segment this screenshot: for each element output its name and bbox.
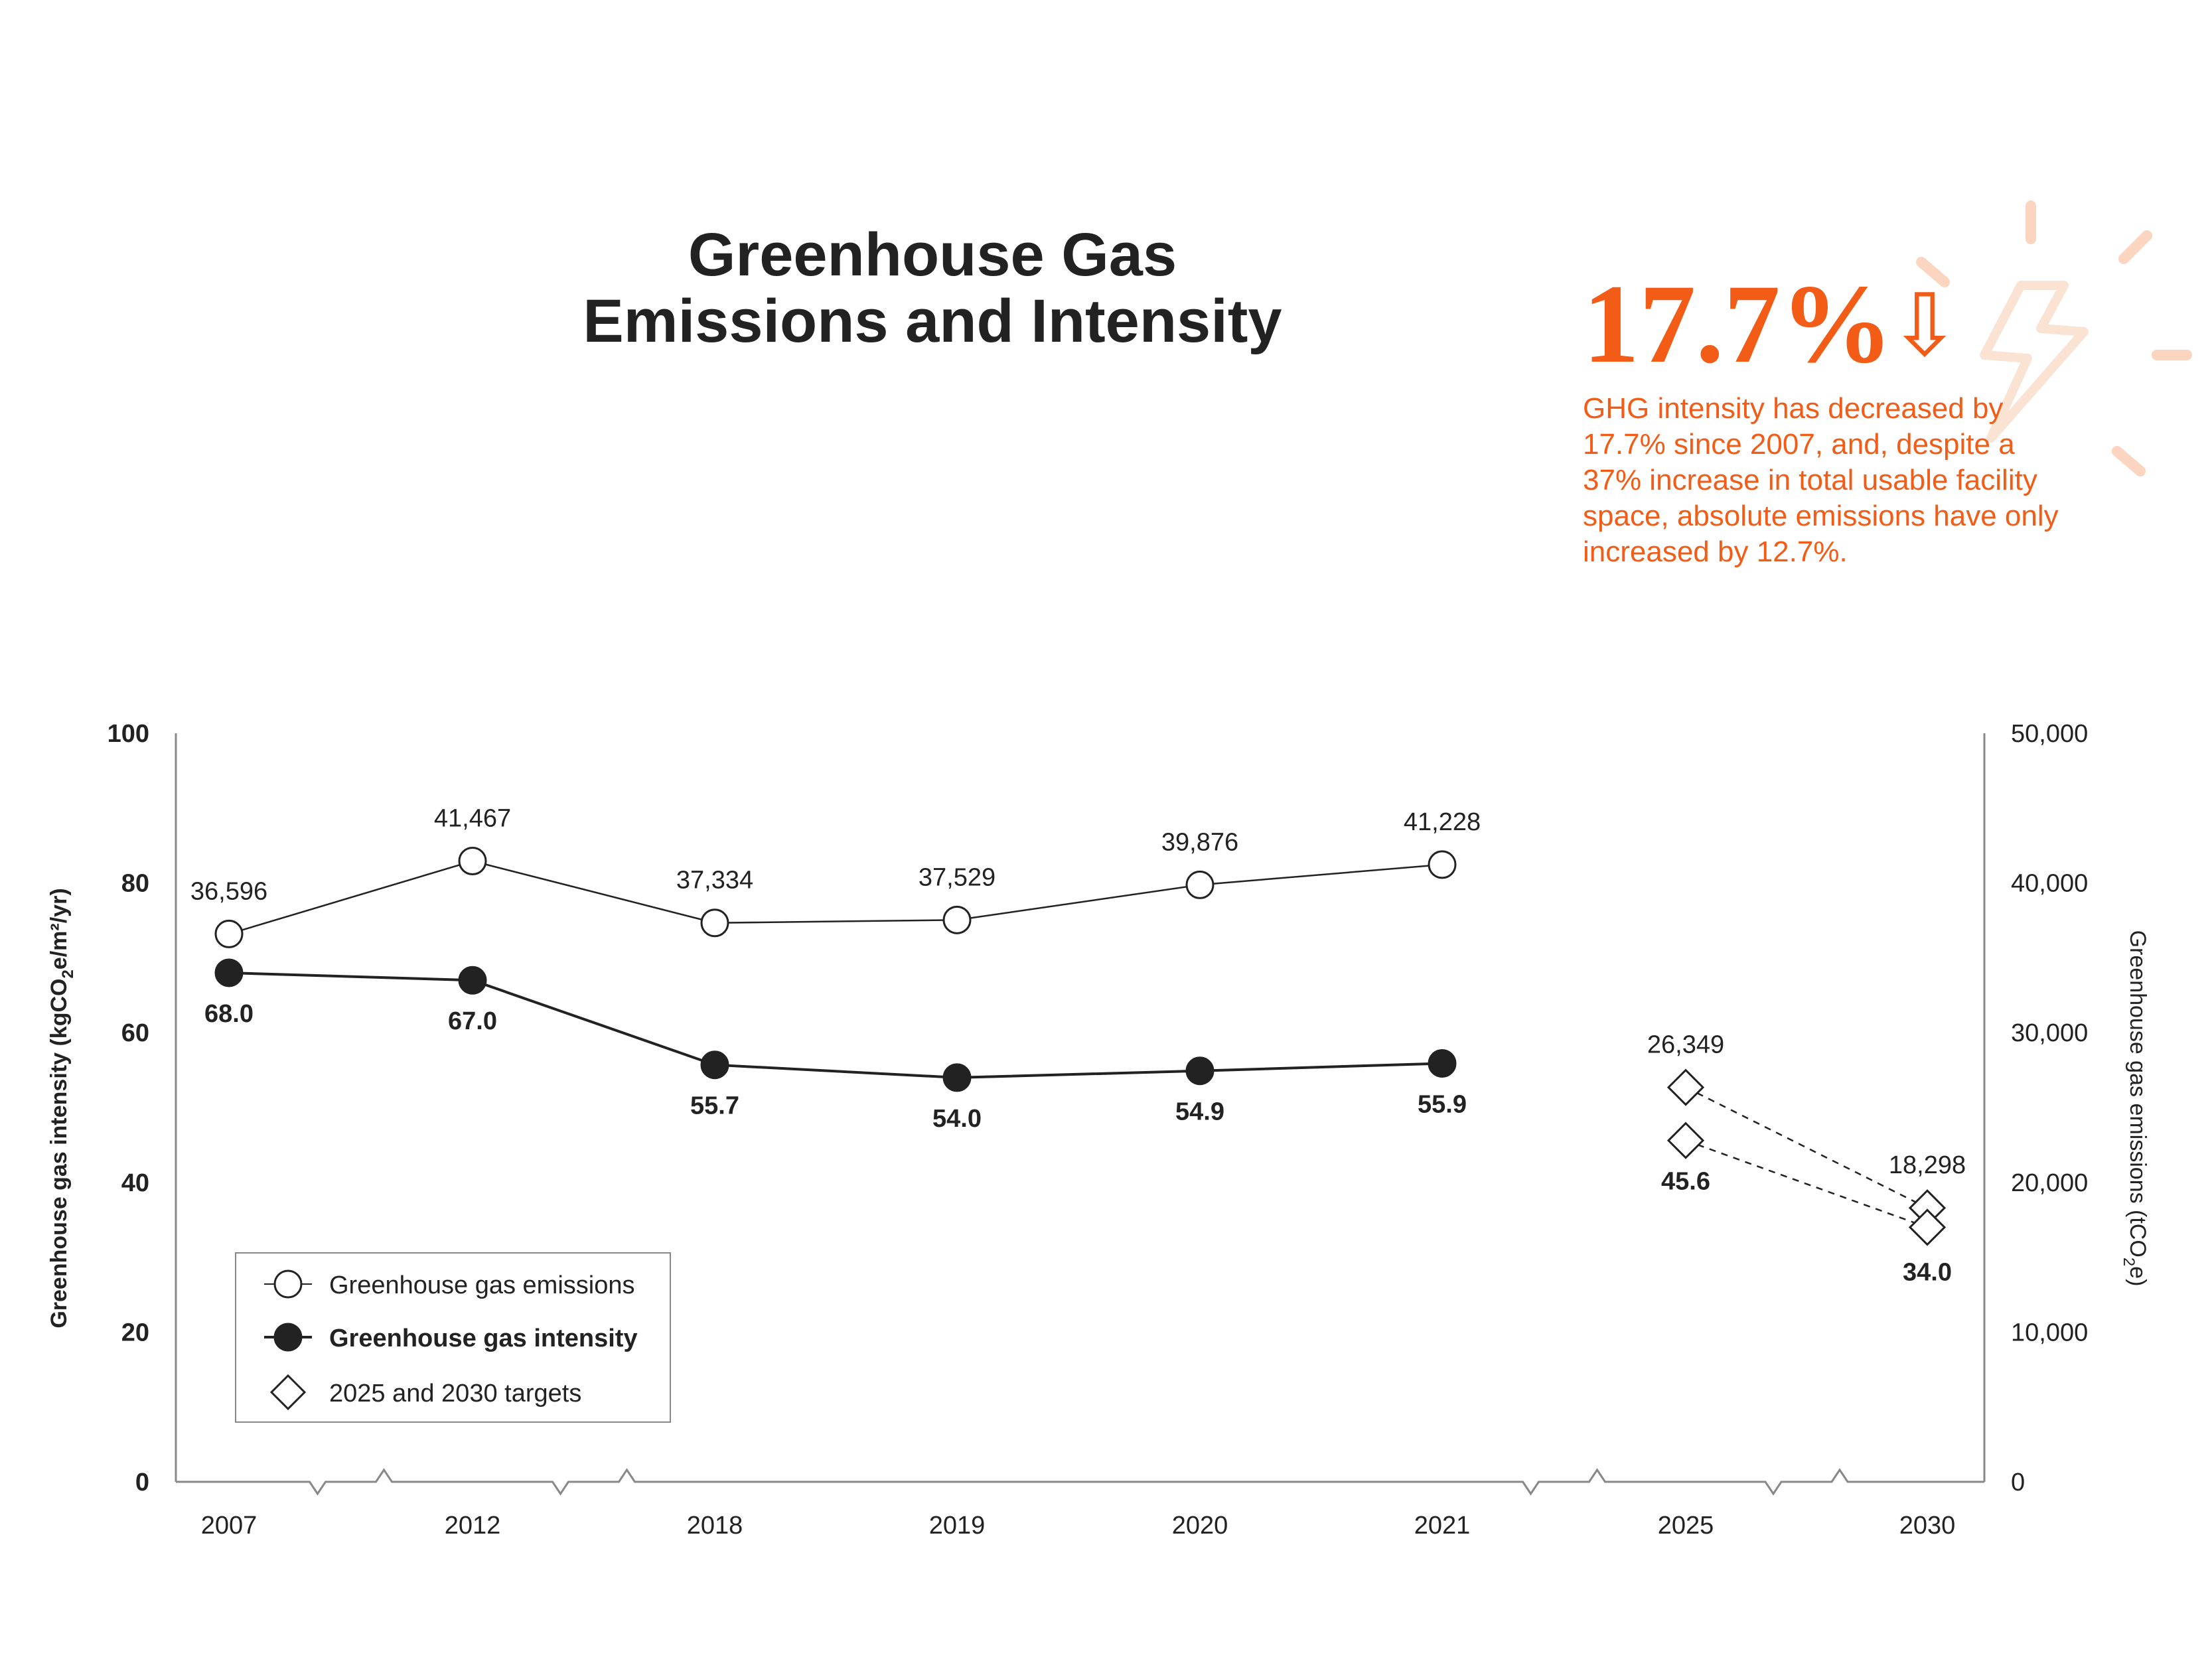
data-point-marker <box>942 1063 972 1092</box>
right-tick-label: 30,000 <box>2011 1019 2088 1047</box>
right-tick-label: 10,000 <box>2011 1319 2088 1346</box>
x-tick-label: 2018 <box>687 1512 743 1540</box>
legend-item-targets: 2025 and 2030 targets <box>269 1374 581 1411</box>
open-circle-marker-icon <box>273 1269 303 1299</box>
legend: Greenhouse gas emissions Greenhouse gas … <box>235 1252 671 1423</box>
right-tick-label: 40,000 <box>2011 870 2088 898</box>
target-diamond-marker <box>1666 1068 1705 1106</box>
series-emissions: 36,596 41,467 37,334 37,529 39,876 41,228 26,3… <box>190 805 1966 1227</box>
right-tick-label: 50,000 <box>2011 720 2088 748</box>
data-label: 26,349 <box>1647 1031 1724 1059</box>
series-intensity: 68.0 67.0 55.7 54.0 54.9 55.9 45.6 34.0 <box>204 958 1952 1286</box>
target-diamond-marker <box>1666 1121 1705 1159</box>
data-label: 41,228 <box>1404 808 1481 836</box>
data-label: 37,334 <box>676 867 753 895</box>
x-tick-label: 2021 <box>1414 1512 1471 1540</box>
right-tick-label: 0 <box>2011 1469 2025 1496</box>
x-tick-label: 2025 <box>1658 1512 1714 1540</box>
data-point-marker <box>214 958 244 987</box>
data-point-marker <box>700 908 729 938</box>
data-label: 41,467 <box>434 805 511 833</box>
left-axis-title: Greenhouse gas intensity (kgCO2e/m²/yr) <box>46 888 77 1328</box>
data-point-marker <box>1185 1056 1215 1086</box>
page-title-line-2: Emissions and Intensity <box>583 287 1282 355</box>
left-tick-label: 60 <box>121 1019 149 1047</box>
callout-line: 37% increase in total usable facility <box>1583 464 2037 496</box>
legend-item-intensity: Greenhouse gas intensity <box>264 1323 638 1352</box>
right-tick-label: 20,000 <box>2011 1169 2088 1197</box>
data-label: 39,876 <box>1161 828 1238 856</box>
data-label: 36,596 <box>190 877 267 905</box>
data-point-marker <box>458 847 487 876</box>
target-diamond-marker <box>1908 1208 1947 1246</box>
series-target-line <box>1685 1139 1928 1228</box>
data-point-marker <box>1428 850 1457 879</box>
data-point-marker <box>458 966 487 995</box>
callout-line: space, absolute emissions have only <box>1583 500 2059 532</box>
lightning-burst-icon <box>1916 200 2192 476</box>
left-axis-ticks: 0 20 40 60 80 100 <box>108 720 149 1496</box>
left-tick-label: 0 <box>135 1469 149 1496</box>
stat-value: 17.7% <box>1583 261 1893 386</box>
callout-line: GHG intensity has decreased by <box>1583 392 2003 425</box>
left-tick-label: 100 <box>108 720 149 748</box>
x-axis-ticks: 2007 2012 2018 2019 2020 2021 2025 2030 <box>201 1512 1956 1540</box>
x-tick-label: 2012 <box>445 1512 501 1540</box>
x-tick-label: 2020 <box>1172 1512 1228 1540</box>
data-label: 55.9 <box>1418 1090 1467 1118</box>
right-axis-title: Greenhouse gas emissions (tCO2e) <box>2120 930 2150 1287</box>
data-label: 37,529 <box>919 863 995 891</box>
left-tick-label: 80 <box>121 870 149 898</box>
data-label: 34.0 <box>1903 1258 1952 1286</box>
x-tick-label: 2019 <box>929 1512 986 1540</box>
x-tick-label: 2030 <box>1899 1512 1956 1540</box>
data-label: 18,298 <box>1889 1151 1966 1179</box>
data-label: 68.0 <box>204 1000 254 1028</box>
right-axis-ticks: 0 10,000 20,000 30,000 40,000 50,000 <box>2011 720 2088 1496</box>
data-label: 54.0 <box>932 1105 982 1133</box>
left-tick-label: 40 <box>121 1169 149 1197</box>
series-target-line <box>1685 1086 1928 1209</box>
callout-text: GHG intensity has decreased by 17.7% sin… <box>1583 392 2059 568</box>
left-tick-label: 20 <box>121 1319 149 1346</box>
callout-line: increased by 12.7%. <box>1583 536 1848 568</box>
series-line <box>228 971 1443 1079</box>
data-point-marker <box>942 905 972 934</box>
page-title-line-1: Greenhouse Gas <box>688 221 1177 289</box>
baseline-path <box>176 1468 1984 1496</box>
data-label: 45.6 <box>1661 1168 1710 1196</box>
data-point-marker <box>700 1050 729 1080</box>
data-label: 54.9 <box>1175 1098 1224 1126</box>
legend-item-emissions: Greenhouse gas emissions <box>264 1269 634 1299</box>
x-axis-baseline <box>176 1468 1984 1496</box>
filled-circle-marker-icon <box>273 1323 303 1352</box>
legend-label: Greenhouse gas emissions <box>329 1271 634 1299</box>
down-arrow-icon: ⇩ <box>1889 275 1961 376</box>
data-label: 55.7 <box>690 1092 739 1120</box>
legend-label: Greenhouse gas intensity <box>329 1325 638 1352</box>
data-point-marker <box>214 919 244 948</box>
data-label: 67.0 <box>448 1007 497 1035</box>
data-point-marker <box>1428 1048 1457 1078</box>
open-diamond-marker-icon <box>269 1374 307 1411</box>
legend-label: 2025 and 2030 targets <box>329 1380 581 1407</box>
series-line <box>228 860 1443 935</box>
callout-line: 17.7% since 2007, and, despite a <box>1583 428 2015 461</box>
x-tick-label: 2007 <box>201 1512 258 1540</box>
data-point-marker <box>1185 870 1215 899</box>
